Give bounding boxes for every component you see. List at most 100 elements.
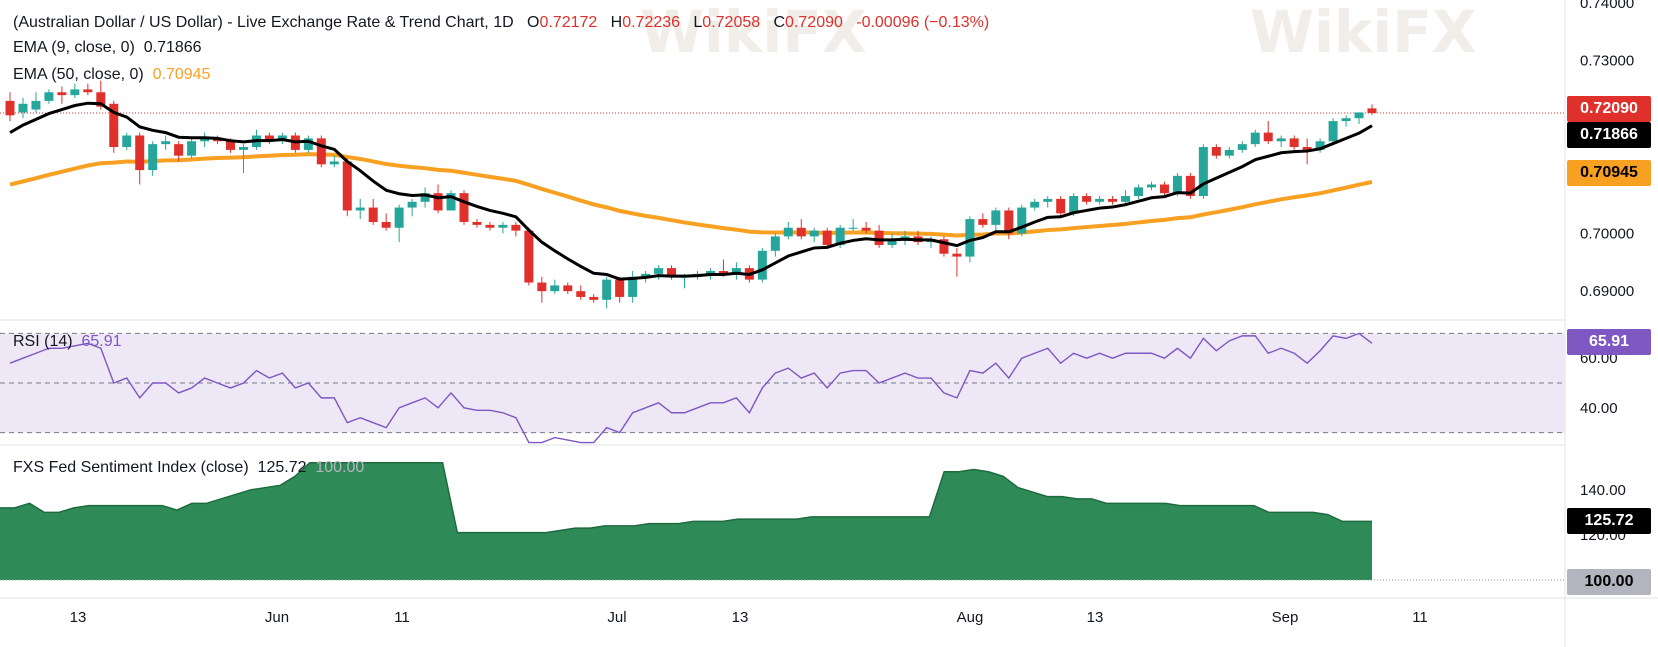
candle-body (1237, 144, 1247, 150)
candle-body (602, 279, 612, 300)
candle-body (952, 253, 962, 257)
candle-body (329, 161, 339, 165)
rsi-background-band (0, 333, 1565, 433)
candle-body (1030, 201, 1040, 208)
fxs-label: FXS Fed Sentiment Index (close) (13, 459, 249, 476)
candle-body (1121, 196, 1131, 202)
ema50-legend: EMA (50, close, 0) 0.70945 (13, 66, 210, 84)
candle-body (433, 193, 443, 211)
ema50-badge: 0.70945 (1567, 160, 1651, 186)
fxs-base-badge: 100.00 (1567, 569, 1651, 595)
candle-body (1328, 121, 1338, 142)
candle-body (485, 224, 495, 228)
ema9-label: EMA (9, close, 0) (13, 39, 135, 56)
ema9-legend: EMA (9, close, 0) 0.71866 (13, 39, 202, 57)
fxs-layer (0, 462, 1565, 581)
candle-body (1017, 207, 1027, 234)
candle-body (1056, 198, 1066, 214)
candle-body (1315, 141, 1325, 150)
low-label: L (693, 14, 703, 31)
candle-body (796, 227, 806, 237)
candle-body (109, 103, 119, 148)
watermark-text: WikiFX (640, 0, 867, 66)
x-tick-label: Jun (265, 609, 289, 626)
candle-body (511, 224, 521, 231)
x-tick-label: Sep (1272, 609, 1299, 626)
x-tick-label: 11 (394, 609, 410, 626)
close-price-badge: 0.72090 (1567, 96, 1651, 122)
candle-body (1069, 196, 1079, 214)
candle-body (70, 89, 80, 96)
candle-body (731, 268, 741, 274)
change-value: -0.00096 (−0.13%) (856, 14, 990, 31)
chart-title: (Australian Dollar / US Dollar) - Live E… (13, 14, 514, 31)
candle-body (381, 221, 391, 228)
fxs-legend: FXS Fed Sentiment Index (close) 125.72 1… (13, 459, 364, 477)
x-tick-label: 13 (70, 609, 87, 626)
candle-body (161, 141, 171, 145)
x-tick-label: Aug (957, 609, 984, 626)
candle-body (1367, 108, 1377, 114)
candle-body (187, 141, 197, 156)
rsi-legend: RSI (14) 65.91 (13, 333, 122, 351)
ema50-label: EMA (50, close, 0) (13, 66, 144, 83)
candle-body (31, 100, 41, 110)
ema9-value: 0.71866 (143, 39, 202, 56)
candle-body (420, 193, 430, 202)
candle-body (887, 239, 897, 246)
candle-body (1289, 138, 1299, 148)
candle-body (355, 207, 365, 211)
candle-body (1354, 112, 1364, 119)
close-label: C (773, 14, 786, 31)
candle-body (238, 147, 248, 150)
candle-body (1276, 138, 1286, 142)
candle-body (1146, 184, 1156, 188)
ema50-value: 0.70945 (152, 66, 211, 83)
candle-body (96, 92, 106, 107)
fxs-value: 125.72 (257, 459, 307, 476)
candle-body (1302, 147, 1312, 150)
high-value: 0.72236 (622, 14, 681, 31)
rsi-layer (9, 332, 1373, 444)
candle-body (342, 161, 352, 211)
candle-body (1250, 132, 1260, 145)
candle-body (965, 219, 975, 257)
candle-body (589, 296, 599, 300)
candle-body (770, 236, 780, 251)
candle-body (446, 193, 456, 211)
candle-body (472, 221, 482, 225)
candle-body (1159, 184, 1169, 194)
fxs-line (0, 462, 1372, 534)
fxs-badge: 125.72 (1567, 508, 1651, 534)
candle-body (1185, 175, 1195, 197)
candle-body (939, 239, 949, 254)
candle-body (563, 285, 573, 292)
candle-body (368, 207, 378, 222)
price-tick-label: 0.70000 (1580, 226, 1634, 243)
ema9-line (9, 101, 1373, 281)
ema9-badge: 0.71866 (1567, 122, 1651, 148)
candle-body (122, 135, 132, 148)
candle-body (1198, 147, 1208, 197)
candle-body (1004, 210, 1014, 234)
candle-body (705, 270, 715, 274)
candle-body (757, 250, 767, 280)
candles-layer (5, 80, 1377, 309)
candle-body (537, 282, 547, 292)
candle-body (498, 224, 508, 228)
close-value: 0.72090 (785, 14, 843, 31)
open-label: O (527, 14, 540, 31)
candle-body (1095, 198, 1105, 202)
ema50-line (9, 152, 1373, 238)
rsi-badge: 65.91 (1567, 329, 1651, 355)
high-label: H (610, 14, 623, 31)
candle-body (822, 230, 832, 246)
x-tick-label: 11 (1412, 609, 1428, 626)
candle-body (978, 219, 988, 225)
candle-body (1224, 149, 1234, 156)
ema9-layer (9, 101, 1373, 281)
candle-body (667, 268, 677, 277)
fxs-area (0, 462, 1372, 580)
candle-body (1082, 196, 1092, 202)
watermark-text: WikiFX (1250, 0, 1477, 66)
